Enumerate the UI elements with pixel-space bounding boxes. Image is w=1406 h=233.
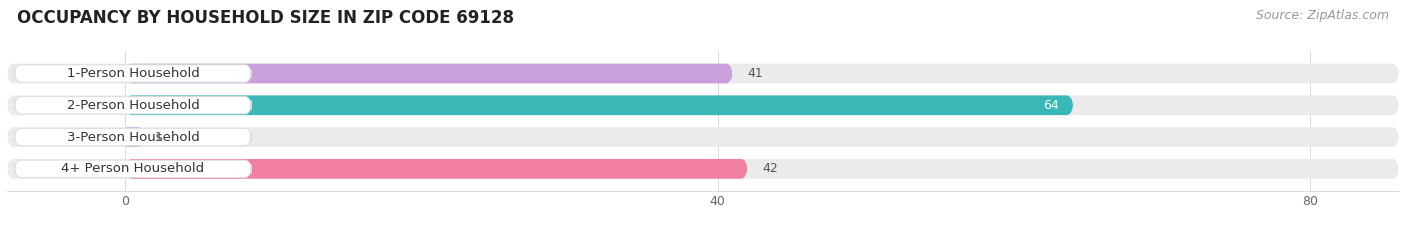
FancyBboxPatch shape [7, 96, 1399, 115]
Text: OCCUPANCY BY HOUSEHOLD SIZE IN ZIP CODE 69128: OCCUPANCY BY HOUSEHOLD SIZE IN ZIP CODE … [17, 9, 513, 27]
FancyBboxPatch shape [7, 127, 1399, 147]
Text: 2-Person Household: 2-Person Household [66, 99, 200, 112]
FancyBboxPatch shape [125, 127, 141, 147]
Text: 41: 41 [748, 67, 763, 80]
FancyBboxPatch shape [125, 96, 1073, 115]
FancyBboxPatch shape [7, 159, 1399, 179]
Text: 1: 1 [155, 130, 163, 144]
Text: 1-Person Household: 1-Person Household [66, 67, 200, 80]
FancyBboxPatch shape [14, 128, 252, 146]
Text: 42: 42 [762, 162, 778, 175]
FancyBboxPatch shape [7, 64, 1399, 83]
Text: 64: 64 [1043, 99, 1059, 112]
FancyBboxPatch shape [14, 65, 252, 82]
FancyBboxPatch shape [14, 160, 252, 178]
Text: 3-Person Household: 3-Person Household [66, 130, 200, 144]
FancyBboxPatch shape [14, 97, 252, 114]
Text: Source: ZipAtlas.com: Source: ZipAtlas.com [1256, 9, 1389, 22]
FancyBboxPatch shape [125, 64, 733, 83]
Text: 4+ Person Household: 4+ Person Household [62, 162, 204, 175]
FancyBboxPatch shape [125, 159, 748, 179]
